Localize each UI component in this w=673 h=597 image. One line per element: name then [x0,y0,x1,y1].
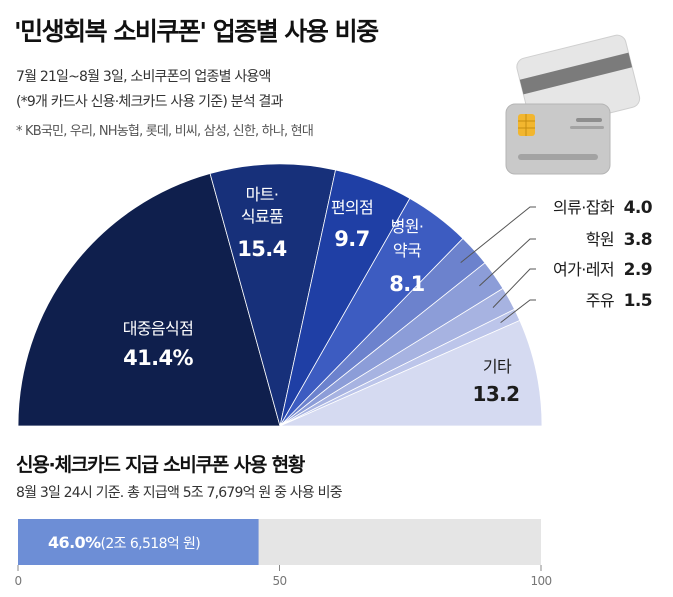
credit-card-icon [505,34,641,175]
slice-주유-value: 1.5 [624,291,652,311]
slice-편의점-label: 편의점 [331,198,373,217]
slice-병원-약국 [279,197,464,427]
chart-labels: 대중음식점 41.4% 마트· 식료품 15.4 편의점 9.7 병원· 약국 8.1 기타 13.2… [123,185,654,406]
usage-bar-track [18,519,541,565]
slice-주유-label: 주유 [586,291,614,310]
slice-병원-약국-value: 8.1 [389,272,424,296]
slice-학원 [279,262,504,427]
usage-section-subtitle: 8월 3일 24시 기준. 총 지급액 5조 7,679억 원 중 사용 비중 [16,485,343,501]
card-issuers-note: * KB국민, 우리, NH농협, 롯데, 비씨, 삼성, 신한, 하나, 현대 [16,124,314,139]
slice-마트-식료품 [209,163,337,427]
slice-편의점 [279,169,411,427]
axis-tick-label: 100 [530,574,551,588]
usage-bar-chart: 46.0%(2조 6,518억 원) 0 50 100 [14,519,552,588]
slice-여가-레저-value: 2.9 [624,260,652,280]
slice-학원-value: 3.8 [624,230,652,250]
slice-마트-식료품-label: 식료품 [241,207,283,226]
slice-대중음식점-label: 대중음식점 [123,319,194,338]
slice-여가-레저-label: 여가·레저 [553,260,614,279]
slice-학원-label: 학원 [586,230,614,249]
slice-주유 [279,308,521,427]
slice-기타 [279,319,543,427]
slice-주유-leader-line [500,299,536,323]
subtitle-line-2: (*9개 카드사 신용·체크카드 사용 기준) 분석 결과 [16,94,283,110]
slice-의류-잡화 [279,237,486,427]
slice-대중음식점-value: 41.4% [123,346,193,370]
slice-기타-label: 기타 [483,357,512,376]
slice-의류-잡화-value: 4.0 [624,198,653,218]
half-donut-chart [17,163,543,427]
slice-병원-약국-label: 병원· [391,217,424,236]
page-title: '민생회복 소비쿠폰' 업종별 사용 비중 [14,17,379,46]
subtitle-line-1: 7월 21일~8월 3일, 소비쿠폰의 업종별 사용액 [16,69,271,85]
slice-마트-식료품-label: 마트· [246,185,279,204]
slice-의류-잡화-leader-line [460,206,536,263]
slice-병원-약국-label: 약국 [393,241,421,260]
slice-대중음식점 [17,173,281,427]
usage-section-title: 신용·체크카드 지급 소비쿠폰 사용 현황 [16,454,305,476]
slice-편의점-value: 9.7 [334,227,369,251]
slice-여가-레저-leader-line [492,268,536,308]
slice-기타-value: 13.2 [473,382,520,406]
usage-bar-label: 46.0%(2조 6,518억 원) [48,533,200,552]
axis-tick-label: 0 [14,574,21,588]
axis-tick-label: 50 [272,574,286,588]
slice-의류-잡화-label: 의류·잡화 [553,198,615,217]
slice-여가-레저 [279,287,516,427]
slice-학원-leader-line [479,238,536,287]
slice-마트-식료품-value: 15.4 [237,237,286,261]
usage-bar-fill [18,519,259,565]
